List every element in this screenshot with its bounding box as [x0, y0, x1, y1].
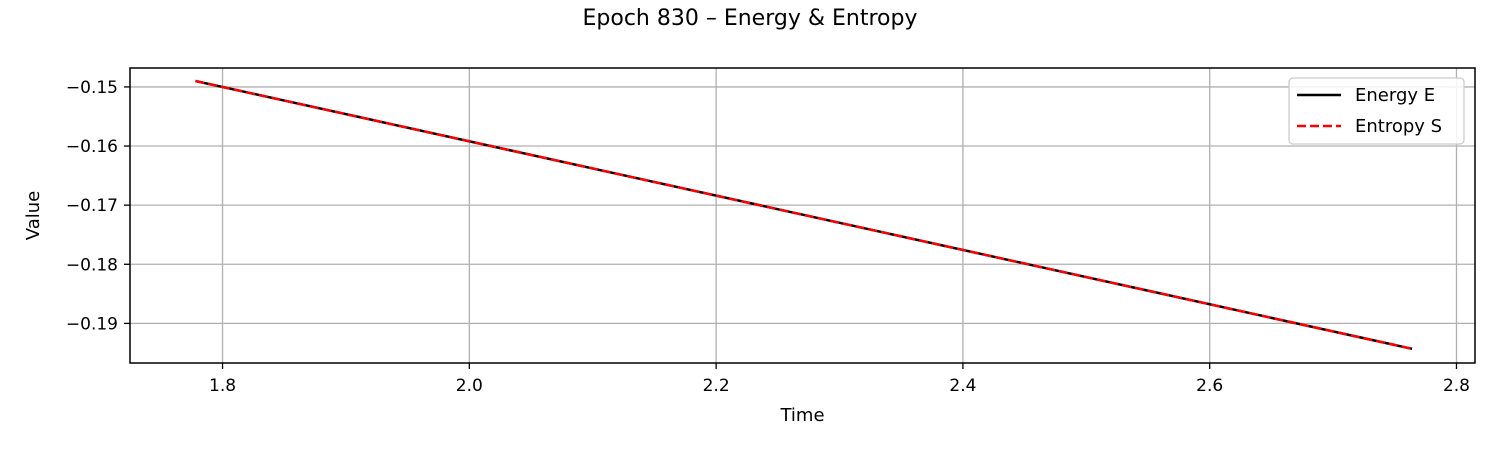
x-tick-label: 2.8: [1443, 376, 1470, 396]
y-axis-label: Value: [23, 191, 44, 240]
y-tick-label: −0.17: [66, 196, 118, 216]
plot-series: [195, 79, 1413, 351]
x-axis-ticks: 1.8 2.0 2.2 2.4 2.6 2.8: [209, 363, 1470, 396]
series-line-energy: [195, 79, 1413, 351]
plot-frame: [129, 67, 1476, 364]
legend-label: Energy E: [1355, 85, 1435, 106]
x-tick-label: 2.6: [1196, 376, 1223, 396]
x-axis-label: Time: [779, 405, 824, 426]
y-tick-label: −0.15: [66, 78, 118, 98]
x-tick-label: 2.4: [949, 376, 976, 396]
x-tick-label: 2.0: [456, 376, 483, 396]
y-tick-label: −0.18: [66, 255, 118, 275]
chart-title: Epoch 830 – Energy & Entropy: [582, 6, 918, 31]
x-tick-label: 1.8: [209, 376, 236, 396]
y-axis-ticks: −0.15 −0.16 −0.17 −0.18 −0.19: [66, 78, 130, 334]
legend: Energy E Entropy S: [1288, 77, 1465, 145]
y-tick-label: −0.16: [66, 137, 118, 157]
x-tick-label: 2.2: [703, 376, 730, 396]
legend-label: Entropy S: [1355, 116, 1442, 137]
grid-lines: [130, 68, 1475, 363]
y-tick-label: −0.19: [66, 314, 118, 334]
